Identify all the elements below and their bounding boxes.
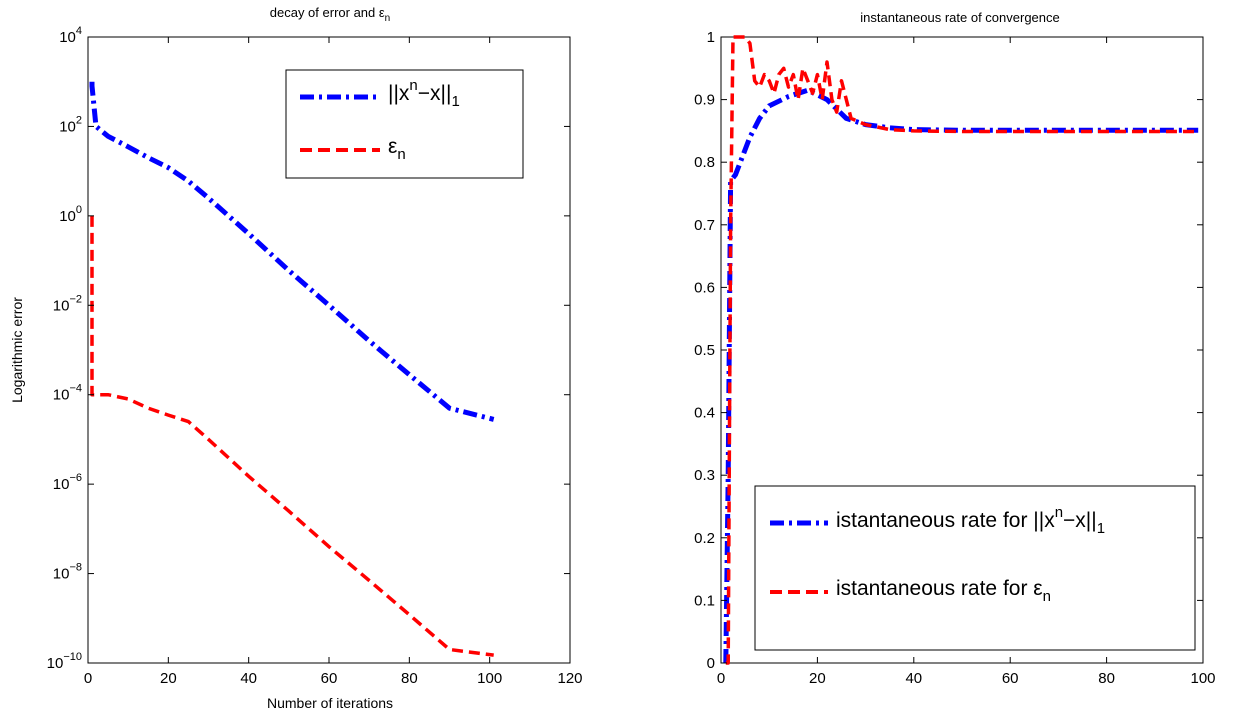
chart-right-x-tick-label-3: 60 <box>1002 670 1019 687</box>
chart-right-y-ticks: 0 0.1 0.2 0.3 0.4 0.5 0.6 0.7 0.8 0.9 1 <box>694 29 1203 672</box>
chart-right-y-tick-label-10: 1 <box>707 29 715 46</box>
chart-left-x-axis-label: Number of iterations <box>267 695 393 711</box>
chart-right-y-tick-label-9: 0.9 <box>694 92 715 109</box>
chart-left-x-tick-label-4: 80 <box>401 670 418 687</box>
chart-left-y-ticks: 10−10 10−8 10−6 10−4 10−2 100 102 104 <box>47 25 570 672</box>
chart-right-y-tick-label-1: 0.1 <box>694 592 715 609</box>
chart-right-x-tick-label-1: 20 <box>809 670 826 687</box>
chart-left-y-tick-label-3: 10−4 <box>53 383 82 404</box>
chart-right-x-tick-label-2: 40 <box>905 670 922 687</box>
chart-left-y-tick-label-0: 10−10 <box>47 651 82 672</box>
chart-left-x-tick-label-5: 100 <box>477 670 502 687</box>
chart-right-y-tick-label-7: 0.7 <box>694 217 715 234</box>
chart-left-x-tick-label-0: 0 <box>84 670 92 687</box>
chart-right-y-tick-label-3: 0.3 <box>694 467 715 484</box>
chart-right-legend-label-error: istantaneous rate for ||xn−x||1 <box>836 504 1105 537</box>
chart-right-y-tick-label-5: 0.5 <box>694 342 715 359</box>
chart-right-legend-box <box>754 485 1196 651</box>
chart-left-legend-box <box>285 69 524 179</box>
chart-left-y-tick-label-2: 10−6 <box>53 472 82 493</box>
chart-right-y-tick-label-4: 0.4 <box>694 405 715 422</box>
chart-left-y-tick-label-1: 10−8 <box>53 562 82 583</box>
chart-right-legend: istantaneous rate for ||xn−x||1 istantan… <box>754 485 1196 651</box>
chart-left-x-ticks: 0 20 40 60 80 100 120 <box>84 37 583 687</box>
chart-right-y-tick-label-6: 0.6 <box>694 279 715 296</box>
chart-left-series-line-0 <box>89 81 495 422</box>
chart-right-y-tick-label-8: 0.8 <box>694 154 715 171</box>
chart-right-y-tick-label-2: 0.2 <box>694 530 715 547</box>
chart-right-legend-label-eps: istantaneous rate for εn <box>836 577 1051 605</box>
chart-right-title: instantaneous rate of convergence <box>860 10 1059 25</box>
chart-right-series-layer <box>723 35 1199 665</box>
chart-left-y-tick-label-6: 102 <box>59 114 82 135</box>
chart-left-series-layer <box>89 81 495 657</box>
chart-left-legend-label-eps: εn <box>388 135 406 163</box>
chart-left-title: decay of error and εn <box>270 5 390 24</box>
chart-right-series-line-1 <box>725 35 1199 665</box>
chart-left-y-axis-label: Logarithmic error <box>9 297 25 403</box>
chart-right-x-tick-label-0: 0 <box>717 670 725 687</box>
chart-left-x-tick-label-2: 40 <box>240 670 257 687</box>
chart-right-x-ticks: 0 20 40 60 80 100 <box>717 37 1216 687</box>
chart-right-series-line-0 <box>723 87 1199 664</box>
chart-left-legend: ||xn−x||1 εn <box>285 69 524 179</box>
chart-left-y-tick-label-4: 10−2 <box>53 293 82 314</box>
chart-left-x-tick-label-1: 20 <box>160 670 177 687</box>
chart-error-decay: decay of error and εn 0 20 40 60 80 100 120 10… <box>9 5 583 711</box>
chart-right-y-tick-label-0: 0 <box>707 655 715 672</box>
chart-left-legend-label-error: ||xn−x||1 <box>388 77 460 110</box>
chart-right-x-tick-label-4: 80 <box>1098 670 1115 687</box>
chart-left-y-tick-label-7: 104 <box>59 25 82 46</box>
chart-convergence-rate: instantaneous rate of convergence 0 20 40 6… <box>694 10 1215 687</box>
chart-left-x-tick-label-6: 120 <box>557 670 582 687</box>
chart-left-y-tick-label-5: 100 <box>59 204 82 225</box>
chart-left-series-line-1 <box>90 215 494 657</box>
chart-left-x-tick-label-3: 60 <box>321 670 338 687</box>
chart-right-x-tick-label-5: 100 <box>1190 670 1215 687</box>
